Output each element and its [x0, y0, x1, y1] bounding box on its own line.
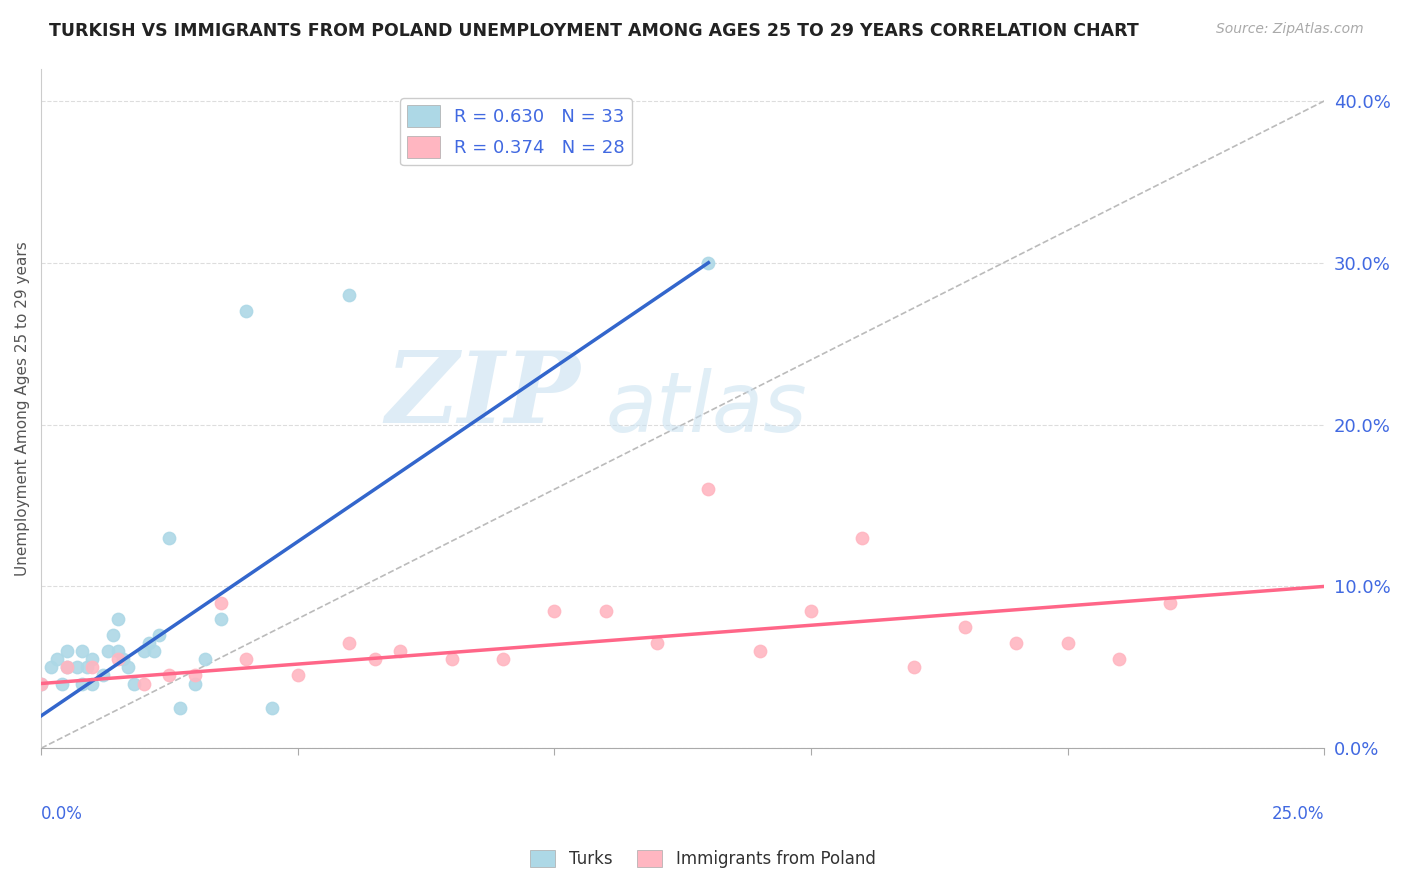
- Point: [169, 700, 191, 714]
- Point: [138, 636, 160, 650]
- Text: 0.0%: 0.0%: [41, 805, 83, 823]
- Point: [235, 304, 257, 318]
- Point: [97, 644, 120, 658]
- Point: [117, 660, 139, 674]
- Point: [595, 604, 617, 618]
- Point: [143, 644, 166, 658]
- Point: [194, 652, 217, 666]
- Point: [101, 628, 124, 642]
- Point: [112, 652, 135, 666]
- Point: [209, 612, 232, 626]
- Point: [107, 644, 129, 658]
- Point: [107, 652, 129, 666]
- Point: [440, 652, 463, 666]
- Point: [51, 676, 73, 690]
- Legend: R = 0.630   N = 33, R = 0.374   N = 28: R = 0.630 N = 33, R = 0.374 N = 28: [399, 98, 631, 166]
- Point: [132, 644, 155, 658]
- Point: [748, 644, 770, 658]
- Point: [389, 644, 412, 658]
- Text: atlas: atlas: [606, 368, 807, 449]
- Point: [82, 652, 104, 666]
- Point: [55, 660, 77, 674]
- Text: 25.0%: 25.0%: [1272, 805, 1324, 823]
- Point: [70, 644, 93, 658]
- Point: [697, 256, 720, 270]
- Point: [697, 483, 720, 497]
- Point: [45, 652, 67, 666]
- Point: [41, 660, 63, 674]
- Point: [30, 676, 52, 690]
- Point: [645, 636, 668, 650]
- Point: [851, 531, 873, 545]
- Point: [184, 676, 207, 690]
- Point: [55, 660, 77, 674]
- Point: [364, 652, 387, 666]
- Point: [122, 676, 145, 690]
- Point: [543, 604, 565, 618]
- Point: [953, 620, 976, 634]
- Point: [148, 628, 170, 642]
- Point: [107, 612, 129, 626]
- Point: [287, 668, 309, 682]
- Point: [337, 636, 360, 650]
- Point: [1108, 652, 1130, 666]
- Text: TURKISH VS IMMIGRANTS FROM POLAND UNEMPLOYMENT AMONG AGES 25 TO 29 YEARS CORRELA: TURKISH VS IMMIGRANTS FROM POLAND UNEMPL…: [49, 22, 1139, 40]
- Point: [903, 660, 925, 674]
- Point: [184, 668, 207, 682]
- Legend: Turks, Immigrants from Poland: Turks, Immigrants from Poland: [524, 843, 882, 875]
- Point: [159, 531, 181, 545]
- Point: [1005, 636, 1028, 650]
- Point: [800, 604, 823, 618]
- Point: [82, 660, 104, 674]
- Point: [82, 676, 104, 690]
- Point: [30, 676, 52, 690]
- Point: [209, 596, 232, 610]
- Point: [70, 676, 93, 690]
- Point: [492, 652, 515, 666]
- Point: [91, 668, 114, 682]
- Text: ZIP: ZIP: [385, 346, 581, 443]
- Y-axis label: Unemployment Among Ages 25 to 29 years: Unemployment Among Ages 25 to 29 years: [15, 241, 30, 575]
- Point: [1056, 636, 1078, 650]
- Point: [337, 288, 360, 302]
- Point: [76, 660, 98, 674]
- Point: [262, 700, 284, 714]
- Point: [235, 652, 257, 666]
- Point: [55, 644, 77, 658]
- Point: [159, 668, 181, 682]
- Point: [132, 676, 155, 690]
- Text: Source: ZipAtlas.com: Source: ZipAtlas.com: [1216, 22, 1364, 37]
- Point: [1159, 596, 1181, 610]
- Point: [66, 660, 89, 674]
